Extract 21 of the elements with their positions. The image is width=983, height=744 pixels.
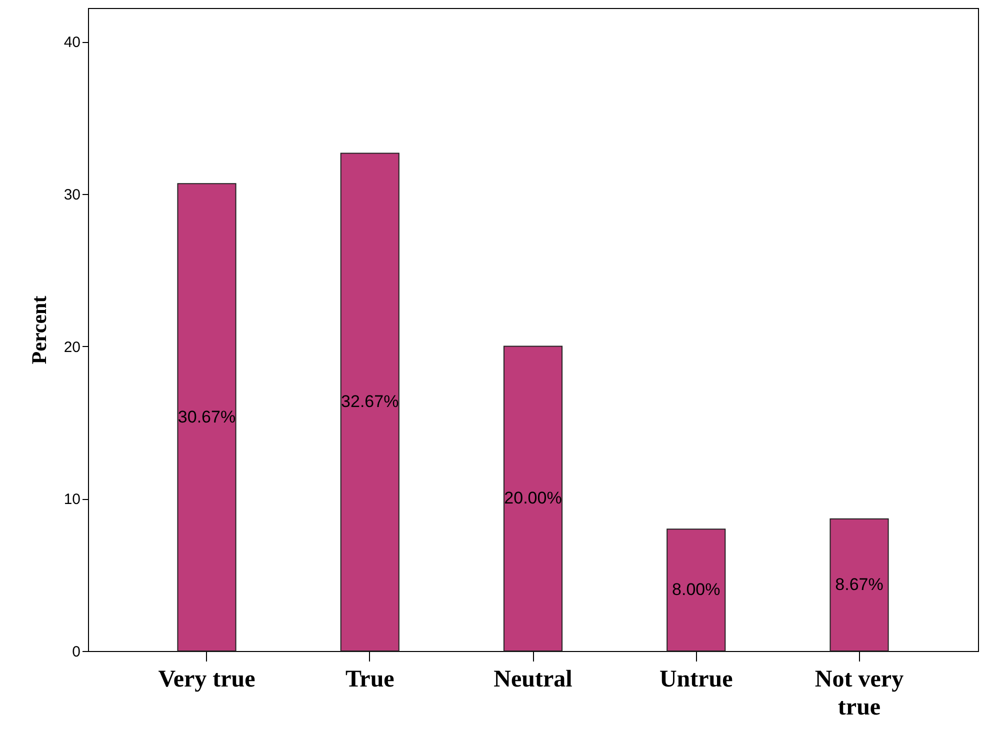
data-label: 30.67%: [178, 407, 236, 426]
x-tick-label: Untrue: [659, 666, 734, 692]
data-label: 8.67%: [835, 574, 884, 594]
bar: [340, 152, 400, 652]
bar: [830, 518, 889, 652]
y-tick-label: 20: [64, 338, 80, 356]
y-tick-label: 40: [64, 34, 80, 52]
x-tick-label: Very true: [158, 666, 256, 692]
data-label: 32.67%: [341, 392, 399, 412]
x-tick-label: True: [345, 666, 395, 692]
data-label: 8.00%: [672, 580, 720, 600]
y-axis-title: Percent: [26, 296, 51, 364]
data-label: 20.00%: [504, 488, 562, 508]
y-tick-label: 10: [64, 491, 80, 508]
bar: [177, 183, 236, 652]
bar: [666, 528, 726, 652]
bar: [503, 346, 563, 652]
y-tick-label: 0: [72, 644, 80, 660]
y-tick-label: 30: [64, 186, 80, 204]
x-tick-label: Neutral: [494, 666, 573, 692]
x-tick-label: Not very true: [814, 666, 904, 720]
